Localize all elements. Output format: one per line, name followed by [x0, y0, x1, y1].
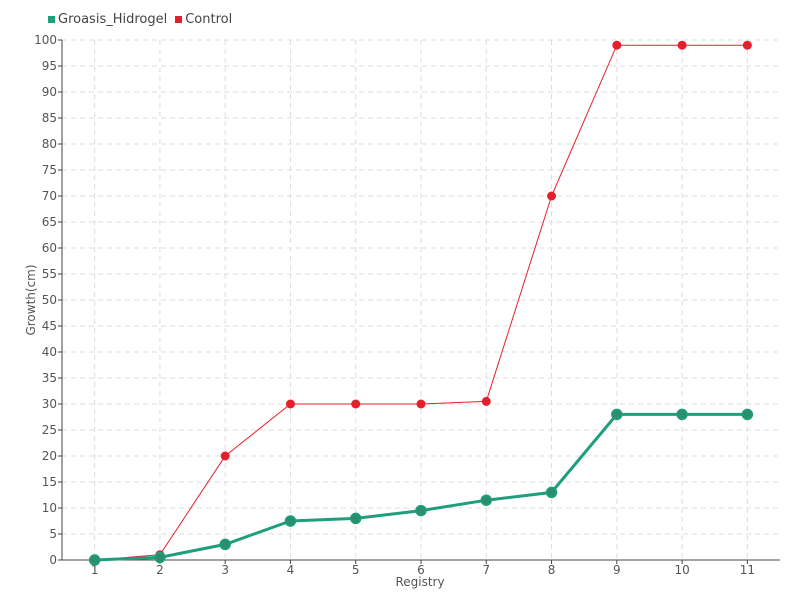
legend-swatch-control [175, 16, 183, 23]
x-tick-label: 5 [352, 563, 360, 577]
y-tick-label: 80 [42, 137, 57, 151]
x-tick-label: 2 [156, 563, 164, 577]
data-point-control [612, 40, 622, 50]
legend-label-groasis: Groasis_Hidrogel [58, 12, 168, 27]
data-point-groasis-hidrogel [284, 515, 297, 527]
y-tick-label: 50 [42, 293, 57, 307]
legend-item-control[interactable]: Control [175, 12, 232, 27]
data-point-control [742, 40, 752, 50]
legend: Groasis_Hidrogel Control [48, 12, 240, 27]
x-tick-label: 11 [740, 563, 755, 577]
x-tick-label: 1 [91, 563, 99, 577]
x-tick-label: 8 [548, 563, 556, 577]
data-point-control [481, 396, 491, 406]
y-tick-label: 75 [42, 163, 57, 177]
data-point-groasis-hidrogel [611, 408, 623, 421]
y-tick-label: 100 [34, 33, 57, 47]
data-point-control [416, 399, 426, 409]
y-tick-label: 85 [42, 111, 57, 125]
data-point-control [547, 191, 557, 201]
data-point-control [220, 451, 230, 461]
y-tick-label: 95 [42, 59, 57, 73]
y-tick-label: 45 [42, 319, 57, 333]
legend-item-groasis[interactable]: Groasis_Hidrogel [48, 12, 167, 27]
y-tick-label: 65 [42, 215, 57, 229]
y-tick-label: 70 [42, 189, 57, 203]
y-tick-label: 35 [42, 371, 57, 385]
series-group [88, 40, 754, 566]
series-groasis-hidrogel [88, 408, 754, 566]
data-point-control [285, 399, 295, 409]
data-point-groasis-hidrogel [676, 408, 688, 421]
x-tick-label: 7 [482, 563, 490, 577]
y-tick-label: 40 [42, 345, 57, 359]
x-tick-label: 10 [674, 563, 689, 577]
legend-swatch-groasis [48, 16, 55, 23]
y-tick-label: 90 [42, 85, 57, 99]
y-axis-title: Growth(cm) [24, 264, 38, 335]
x-tick-label: 4 [287, 563, 295, 577]
y-tick-label: 25 [42, 423, 57, 437]
data-point-control [351, 399, 361, 409]
y-tick-label: 20 [42, 449, 57, 463]
grid [62, 39, 780, 560]
axes [58, 39, 780, 564]
x-tick-label: 6 [417, 563, 425, 577]
y-tick-label: 30 [42, 397, 57, 411]
data-point-groasis-hidrogel [219, 538, 231, 551]
data-point-control [677, 40, 687, 50]
x-tick-label: 3 [221, 563, 229, 577]
legend-label-control: Control [185, 12, 233, 27]
data-point-groasis-hidrogel [545, 486, 558, 499]
data-point-groasis-hidrogel [349, 512, 362, 525]
y-tick-label: 55 [42, 267, 57, 281]
y-tick-label: 10 [42, 501, 57, 515]
series-control [90, 40, 752, 565]
y-tick-label: 60 [42, 241, 57, 255]
data-point-groasis-hidrogel [480, 494, 493, 506]
tick-labels: 0510152025303540455055606570758085909510… [34, 33, 755, 577]
data-point-groasis-hidrogel [741, 408, 754, 421]
data-point-groasis-hidrogel [88, 554, 101, 566]
y-tick-label: 5 [49, 527, 57, 541]
x-axis-title: Registry [395, 575, 444, 589]
data-point-groasis-hidrogel [415, 504, 427, 517]
y-tick-label: 0 [49, 553, 57, 567]
x-tick-label: 9 [613, 563, 621, 577]
data-point-groasis-hidrogel [154, 551, 166, 564]
y-tick-label: 15 [42, 475, 57, 489]
